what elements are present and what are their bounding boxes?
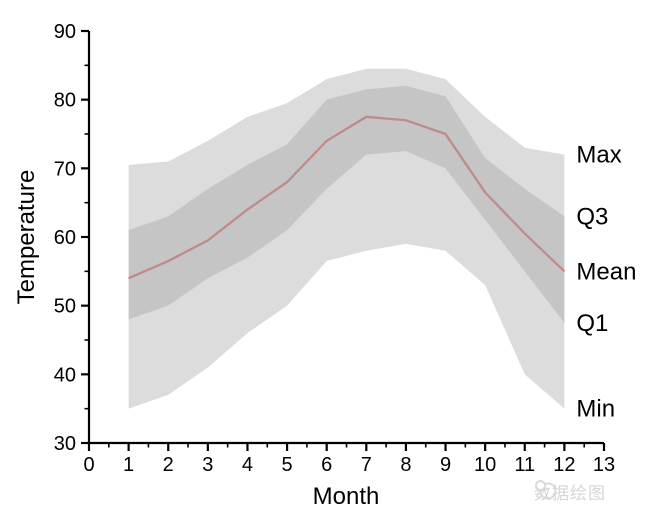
y-tick-label: 40: [54, 364, 76, 386]
series-end-label-min: Min: [576, 396, 615, 423]
watermark-logo-icon: [535, 480, 557, 500]
y-tick-label: 70: [54, 158, 76, 180]
y-tick-label: 50: [54, 296, 76, 318]
y-axis-title: Temperature: [13, 169, 40, 305]
y-tick-label: 30: [54, 433, 76, 455]
x-tick-label: 1: [123, 454, 134, 476]
x-tick-label: 7: [361, 454, 372, 476]
x-tick-label: 2: [163, 454, 174, 476]
mean-line: [128, 115, 566, 280]
y-tick-label: 60: [54, 227, 76, 249]
x-tick-label: 0: [83, 454, 94, 476]
x-tick-label: 3: [202, 454, 213, 476]
y-tick-label: 80: [54, 90, 76, 112]
x-tick-label: 11: [514, 454, 535, 476]
watermark: 数据绘图: [534, 479, 606, 504]
x-tick-label: 6: [321, 454, 332, 476]
iqr-band: [128, 85, 565, 323]
series-end-label-q3: Q3: [576, 203, 608, 230]
x-tick-label: 5: [282, 454, 293, 476]
x-tick-label: 9: [440, 454, 451, 476]
x-tick-label: 4: [242, 454, 253, 476]
series-end-label-q1: Q1: [576, 310, 608, 337]
x-tick-label: 10: [474, 454, 496, 476]
x-tick-label: 13: [593, 454, 615, 476]
series-end-label-max: Max: [576, 142, 621, 169]
x-tick-label: 8: [400, 454, 411, 476]
x-axis-title: Month: [312, 483, 380, 510]
y-tick-label: 90: [54, 21, 76, 43]
x-tick-label: 12: [553, 454, 575, 476]
series-end-label-mean: Mean: [576, 258, 636, 285]
